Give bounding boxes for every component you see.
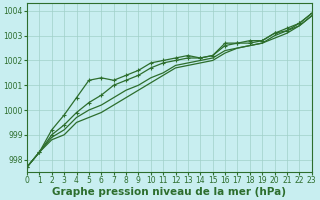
X-axis label: Graphe pression niveau de la mer (hPa): Graphe pression niveau de la mer (hPa) bbox=[52, 187, 286, 197]
